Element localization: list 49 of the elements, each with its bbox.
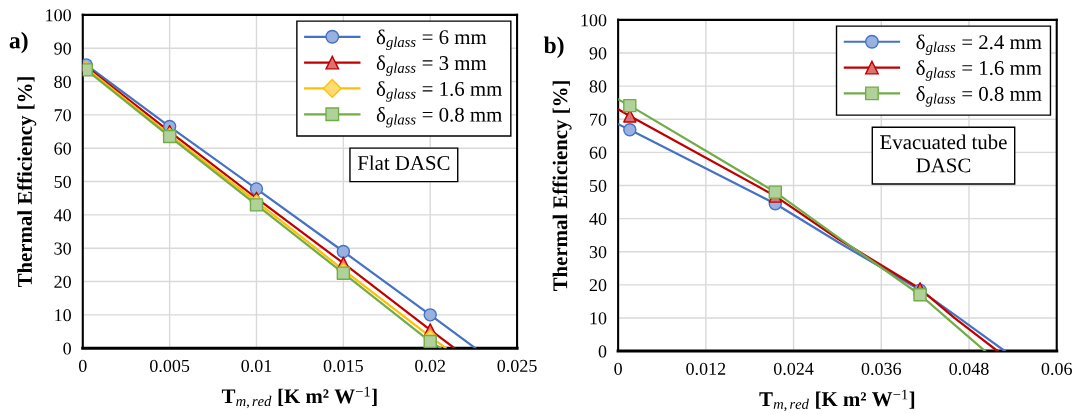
y-tick-label: 50 — [54, 175, 71, 188]
legend-label: δ$_{glass}$ = 1.6 mm — [376, 81, 502, 102]
x-tick-label: 0.024 — [773, 362, 814, 375]
x-axis-title: T$_{m,red}$ [K m² W$^{−1}$] — [759, 389, 915, 412]
legend-label: δ$_{glass}$ = 6 mm — [376, 29, 487, 51]
y-tick-label: 0 — [63, 342, 71, 355]
x-tick-label: 0.012 — [686, 362, 726, 375]
y-tick-label: 70 — [590, 113, 607, 126]
y-tick-label: 90 — [54, 42, 71, 55]
legend-label: δ$_{glass}$ = 0.8 mm — [376, 106, 502, 128]
x-tick-label: 0.036 — [861, 362, 902, 375]
x-tick-label: 0.015 — [323, 359, 363, 373]
y-tick-label: 20 — [589, 279, 607, 292]
x-axis-title: T$_{m,red}$ [K m² W$^{−1}$] — [221, 386, 377, 409]
y-tick-label: 0 — [598, 345, 607, 358]
y-axis-title: Thermal Efficiency [%] — [552, 81, 572, 292]
y-axis-title: Thermal Efficiency [%] — [17, 77, 37, 288]
x-tick-label: 0.025 — [497, 359, 537, 373]
y-tick-label: 30 — [589, 245, 607, 259]
annotation: Evacuated tube DASC — [880, 134, 1007, 173]
x-tick-label: 0.005 — [150, 359, 190, 373]
x-tick-label: 0.06 — [1041, 362, 1072, 375]
y-tick-label: 30 — [54, 242, 71, 255]
y-tick-label: 90 — [589, 47, 607, 60]
x-tick-label: 0.01 — [241, 359, 272, 373]
y-tick-label: 20 — [54, 275, 71, 288]
text: b) — [543, 36, 564, 59]
y-tick-label: 70 — [54, 109, 71, 122]
y-tick-label: 40 — [589, 212, 607, 226]
y-tick-label: 10 — [590, 312, 607, 325]
x-tick-label: 0.02 — [415, 359, 446, 373]
y-tick-label: 10 — [55, 309, 71, 322]
legend-label: δ$_{glass}$ = 1.6 mm — [916, 60, 1042, 81]
y-tick-label: 40 — [53, 209, 71, 222]
x-tick-label: 0.048 — [949, 362, 989, 375]
x-tick-label: 0 — [78, 359, 87, 372]
y-tick-label: 60 — [54, 142, 71, 155]
y-tick-label: 80 — [589, 80, 607, 93]
x-tick-label: 0 — [614, 362, 622, 375]
legend-label: δ$_{glass}$ = 3 mm — [376, 55, 487, 76]
legend-label: δ$_{glass}$ = 2.4 mm — [916, 34, 1042, 55]
text: a) — [9, 31, 28, 54]
y-tick-label: 100 — [581, 14, 607, 27]
y-tick-label: 60 — [589, 146, 607, 159]
y-tick-label: 50 — [590, 179, 607, 192]
y-tick-label: 80 — [54, 75, 71, 88]
y-tick-label: 100 — [46, 9, 71, 22]
annotation: Flat DASC — [357, 155, 450, 171]
legend-label: δ$_{glass}$ = 0.8 mm — [916, 86, 1042, 107]
